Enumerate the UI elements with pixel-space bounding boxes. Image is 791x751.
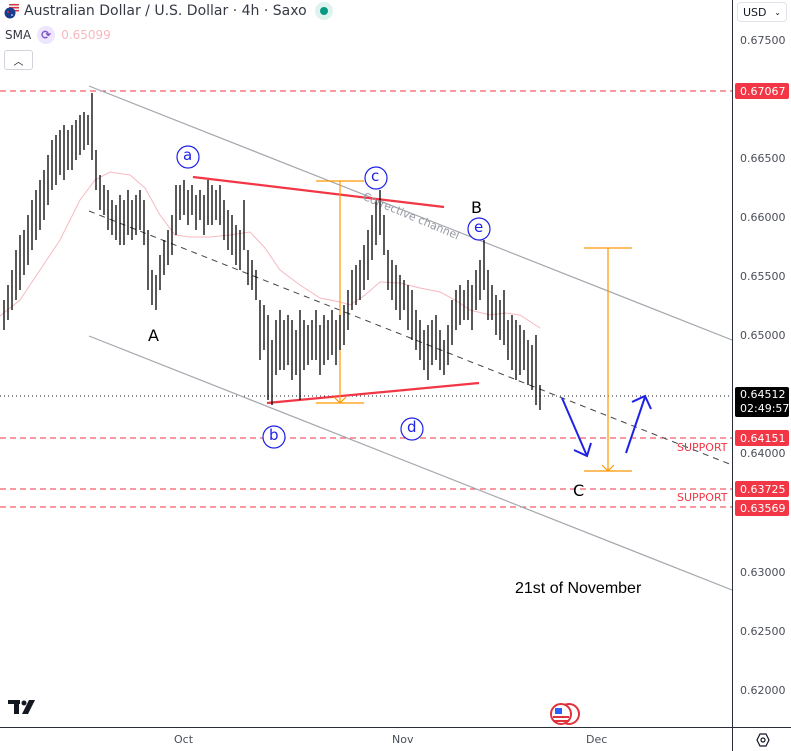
price-tick: 0.66500 — [740, 152, 786, 165]
measure-tool-2 — [584, 247, 632, 472]
wave-a-label: a — [183, 146, 193, 164]
price-axis[interactable]: USD ⌄ 0.67500 0.66500 0.66000 0.65500 0.… — [732, 0, 791, 727]
sma-value: 0.65099 — [61, 28, 111, 42]
price-tick: 0.64000 — [740, 447, 786, 460]
horizontal-levels — [0, 90, 732, 508]
price-tick: 0.65500 — [740, 270, 786, 283]
sma-legend[interactable]: SMA ⟳ 0.65099 — [5, 26, 111, 44]
support-price-1: 0.64151 — [740, 431, 786, 445]
symbol-title: Australian Dollar / U.S. Dollar · 4h · S… — [24, 3, 307, 19]
chevron-down-icon: ⌄ — [774, 7, 781, 17]
wave-A-label: A — [148, 326, 159, 345]
chevron-up-icon: ︿ — [13, 56, 24, 68]
support-price-tag-3: 0.63569 — [735, 500, 789, 516]
price-tick: 0.62500 — [740, 625, 786, 638]
chart-settings-button[interactable] — [732, 727, 791, 751]
measure-tool-1 — [316, 180, 364, 404]
wave-d-label: d — [407, 418, 417, 436]
sma-line — [0, 171, 541, 329]
channel-midline — [88, 210, 732, 466]
support-price-2: 0.63725 — [740, 482, 786, 496]
economic-events-icon[interactable] — [549, 703, 583, 725]
triangle-lines — [192, 175, 480, 405]
support-price-3: 0.63569 — [740, 501, 786, 515]
resistance-price-tag: 0.67067 — [735, 83, 789, 99]
loading-spinner-icon: ⟳ — [37, 26, 56, 44]
collapse-legend-button[interactable]: ︿ — [4, 50, 33, 70]
chart-canvas[interactable] — [0, 0, 732, 727]
market-open-status-icon[interactable] — [314, 2, 333, 20]
date-note: 21st of November — [515, 580, 642, 597]
symbol-legend[interactable]: Australian Dollar / U.S. Dollar · 4h · S… — [4, 2, 333, 20]
price-candles — [3, 93, 541, 410]
settings-hexagon-icon — [755, 732, 770, 747]
current-price: 0.64512 — [740, 388, 786, 401]
sma-label: SMA — [5, 28, 32, 42]
resistance-price: 0.67067 — [740, 84, 786, 98]
price-tick: 0.63000 — [740, 566, 786, 579]
price-tick: 0.67500 — [740, 34, 786, 47]
current-price-tag: 0.64512 02:49:57 — [735, 387, 789, 417]
projection-arrows — [561, 394, 652, 458]
corrective-channel — [88, 85, 732, 591]
arrow-down — [561, 397, 588, 457]
currency-label: USD — [743, 5, 767, 19]
currency-selector[interactable]: USD ⌄ — [737, 2, 787, 22]
support-label-2: SUPPORT — [677, 491, 728, 504]
wave-c-label: c — [371, 167, 380, 185]
time-label-oct: Oct — [174, 733, 194, 746]
tradingview-logo[interactable] — [8, 697, 40, 721]
aud-usd-flag-icon — [4, 3, 20, 19]
support-price-tag-1: 0.64151 — [735, 430, 789, 446]
chart-pane[interactable]: Australian Dollar / U.S. Dollar · 4h · S… — [0, 0, 732, 727]
time-label-nov: Nov — [392, 733, 414, 746]
price-tick: 0.66000 — [740, 211, 786, 224]
wave-e-label: e — [474, 218, 484, 236]
support-label-1: SUPPORT — [677, 441, 728, 454]
bar-countdown: 02:49:57 — [740, 402, 790, 415]
support-price-tag-2: 0.63725 — [735, 481, 789, 497]
time-label-dec: Dec — [586, 733, 608, 746]
arrow-up — [625, 396, 646, 454]
wave-C-label: C — [573, 481, 585, 500]
time-axis[interactable]: Oct Nov Dec — [0, 727, 732, 751]
price-tick: 0.62000 — [740, 684, 786, 697]
wave-B-label: B — [471, 198, 482, 217]
price-tick: 0.65000 — [740, 329, 786, 342]
wave-b-label: b — [269, 426, 279, 444]
